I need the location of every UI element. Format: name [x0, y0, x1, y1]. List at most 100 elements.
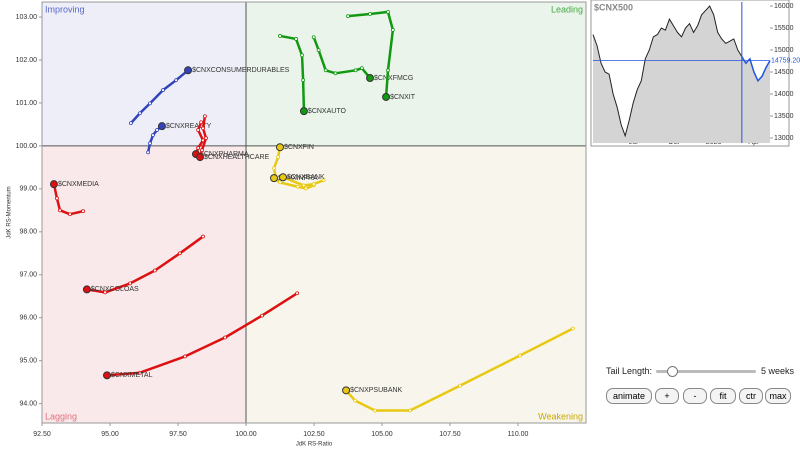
- inset-area: [593, 6, 742, 143]
- head-point: [157, 122, 166, 131]
- inset-y-tick-label: 16000: [774, 3, 794, 10]
- quadrant-lagging: [42, 145, 246, 423]
- tail-point: [303, 186, 308, 191]
- head-point: [276, 143, 284, 152]
- tail-point: [55, 196, 59, 201]
- head-point: [49, 180, 58, 189]
- tail: [130, 69, 189, 124]
- y-tick-label: 96.00: [19, 315, 37, 322]
- tail-length-label: Tail Length:: [606, 366, 653, 376]
- control-button[interactable]: ctr: [739, 388, 763, 404]
- control-button[interactable]: fit: [710, 388, 736, 404]
- tail-point: [199, 120, 204, 125]
- control-button[interactable]: max: [765, 388, 791, 404]
- tail-length-value: 5 weeks: [761, 366, 795, 376]
- inset-chart: 13000135001400014500150001550016000JulOc…: [590, 0, 800, 147]
- tail-point: [386, 68, 390, 73]
- tail-point: [200, 148, 204, 153]
- tail-point: [272, 166, 276, 171]
- series-label: $CNXPHARMA: [200, 151, 249, 158]
- inset-title: $CNX500: [594, 2, 633, 12]
- control-button[interactable]: +: [655, 388, 679, 404]
- tail-point: [278, 34, 282, 38]
- tail-point: [390, 28, 395, 32]
- control-button[interactable]: animate: [606, 388, 652, 404]
- tail-point: [278, 180, 282, 185]
- tail-point: [368, 12, 372, 16]
- series-label: $CNXFIN: [284, 144, 314, 151]
- tail-point: [58, 208, 62, 213]
- tail-point: [518, 353, 522, 358]
- inset-y-tick-label: 15000: [774, 47, 794, 54]
- tail-point: [311, 182, 316, 187]
- inset-area: [741, 56, 770, 144]
- tail-point: [458, 383, 462, 388]
- tail-point: [301, 183, 306, 188]
- tail: [272, 146, 282, 179]
- tail-slider[interactable]: [656, 370, 756, 373]
- y-tick-label: 99.00: [19, 186, 37, 193]
- inset-y-tick-label: 14000: [774, 91, 794, 98]
- tail-point: [129, 121, 133, 126]
- tail-point: [81, 209, 85, 214]
- quadrant-label: Leading: [551, 4, 583, 14]
- tail-point: [68, 212, 72, 217]
- inset-line: [592, 5, 743, 138]
- tail-point: [316, 48, 321, 53]
- quadrant-improving: [42, 2, 246, 146]
- tail-point: [386, 9, 390, 14]
- tail: [86, 235, 204, 294]
- series-label: $CNXIT: [390, 94, 416, 101]
- tail-point: [148, 141, 152, 146]
- x-tick-label: 102.50: [303, 431, 325, 438]
- y-tick-label: 100.00: [16, 143, 38, 150]
- series-label: $CNXREALTY: [166, 123, 212, 130]
- quadrant-label: Lagging: [45, 411, 77, 421]
- series-label: $CNXINFRA: [278, 175, 318, 182]
- tail-point: [301, 78, 306, 83]
- tail-point: [183, 354, 187, 359]
- tail-point: [178, 251, 182, 256]
- head-point: [184, 66, 193, 75]
- tail-point: [155, 128, 159, 132]
- tail-point: [571, 326, 575, 331]
- y-tick-label: 103.00: [16, 14, 38, 21]
- tail-point: [148, 101, 152, 106]
- control-button[interactable]: -: [683, 388, 707, 404]
- tail-point: [353, 398, 357, 403]
- tail-point: [408, 408, 412, 413]
- head-point: [382, 92, 391, 101]
- series-label: $CNXPSUBANK: [350, 387, 402, 394]
- head-point: [196, 153, 205, 162]
- slider-handle[interactable]: [667, 366, 678, 377]
- tail-point: [204, 136, 208, 141]
- tail-point: [346, 14, 350, 19]
- series-label: $CNXCOLOAS: [91, 286, 139, 293]
- tail-point: [323, 68, 328, 73]
- tail-point: [295, 184, 300, 189]
- series-label: $CNXFMCG: [374, 75, 413, 82]
- tail: [106, 292, 298, 377]
- y-tick-label: 97.00: [19, 272, 37, 279]
- x-tick-label: 110.00: [508, 431, 529, 438]
- tail-point: [359, 66, 364, 71]
- y-tick-label: 94.00: [19, 401, 37, 408]
- tail-point: [333, 71, 338, 76]
- quadrant-weakening: [246, 145, 586, 423]
- tail-point: [174, 78, 178, 83]
- inset-line: [741, 56, 771, 83]
- x-tick-label: 97.50: [169, 431, 187, 438]
- tail-point: [276, 155, 280, 159]
- head-point: [103, 371, 112, 380]
- tail-point: [373, 408, 377, 413]
- tail-point: [260, 313, 264, 318]
- tail: [347, 10, 395, 98]
- series-label: $CNXAUTO: [308, 108, 347, 115]
- x-tick-label: 107.50: [439, 431, 461, 438]
- tail: [282, 176, 324, 187]
- tail-point: [128, 281, 133, 286]
- x-axis-title: JdK RS-Ratio: [296, 442, 333, 448]
- y-tick-label: 98.00: [19, 229, 37, 236]
- tail-point: [223, 335, 227, 340]
